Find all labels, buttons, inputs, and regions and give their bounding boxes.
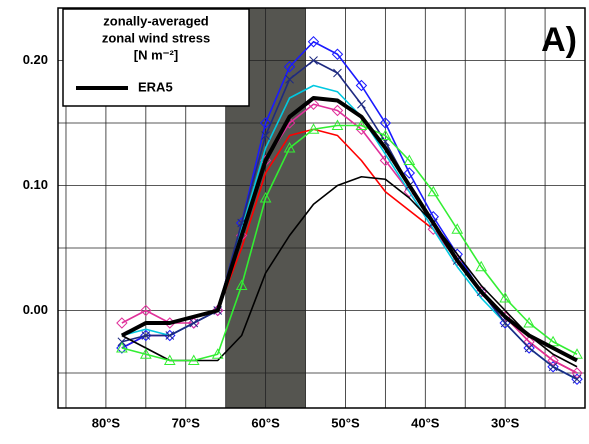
marker (427, 185, 440, 197)
marker (499, 291, 512, 303)
marker (309, 56, 318, 65)
marker (259, 117, 272, 129)
marker (403, 167, 416, 179)
marker (283, 141, 296, 153)
marker (571, 367, 583, 379)
x-tick-label: 40°S (411, 415, 440, 430)
legend-title: [N m⁻²] (134, 47, 178, 62)
marker (355, 119, 368, 130)
marker (307, 123, 320, 134)
marker (235, 279, 248, 290)
marker (379, 129, 392, 140)
marker (285, 74, 294, 84)
y-tick-label: 0.10 (23, 177, 48, 192)
marker (140, 329, 152, 342)
marker (547, 354, 559, 367)
marker (116, 317, 128, 329)
marker (379, 117, 392, 129)
x-tick-label: 30°S (491, 415, 520, 430)
legend-title: zonally-averaged (103, 13, 209, 28)
marker (261, 131, 270, 140)
marker (116, 342, 128, 354)
marker (163, 354, 176, 365)
y-tick-label: 0.20 (23, 52, 48, 67)
series-line (121, 175, 578, 368)
marker (116, 341, 128, 353)
legend-label: ERA5 (138, 79, 173, 94)
panel-label: A) (541, 21, 577, 59)
series-line (121, 59, 578, 380)
marker (524, 343, 534, 353)
marker (331, 104, 344, 117)
series-line (121, 84, 578, 380)
marker (189, 318, 199, 328)
marker (165, 331, 175, 340)
marker (141, 331, 151, 340)
marker (333, 68, 342, 78)
marker (283, 61, 296, 73)
marker (475, 260, 488, 272)
marker (523, 316, 535, 328)
marker (259, 191, 272, 203)
marker (357, 99, 366, 109)
marker (307, 36, 320, 48)
x-tick-label: 50°S (331, 415, 360, 430)
marker (523, 336, 535, 348)
marker (572, 374, 582, 384)
y-tick-label: 0.00 (23, 302, 48, 317)
marker (140, 304, 152, 317)
x-tick-label: 70°S (172, 415, 201, 430)
marker (355, 79, 368, 92)
marker (548, 362, 558, 372)
series-line (121, 128, 578, 374)
marker (211, 348, 224, 359)
marker (117, 337, 127, 347)
series-line (121, 103, 578, 374)
series-line (120, 96, 578, 363)
marker (187, 354, 200, 365)
marker (523, 342, 535, 354)
marker (211, 304, 224, 317)
marker (403, 154, 416, 165)
legend-title: zonal wind stress (102, 30, 210, 45)
marker (331, 119, 344, 130)
marker (331, 48, 344, 60)
x-tick-label: 60°S (251, 415, 280, 430)
marker (451, 223, 464, 234)
series-line (121, 124, 578, 362)
plot-frame (57, 7, 586, 409)
marker (139, 348, 152, 359)
x-tick-label: 80°S (92, 415, 121, 430)
